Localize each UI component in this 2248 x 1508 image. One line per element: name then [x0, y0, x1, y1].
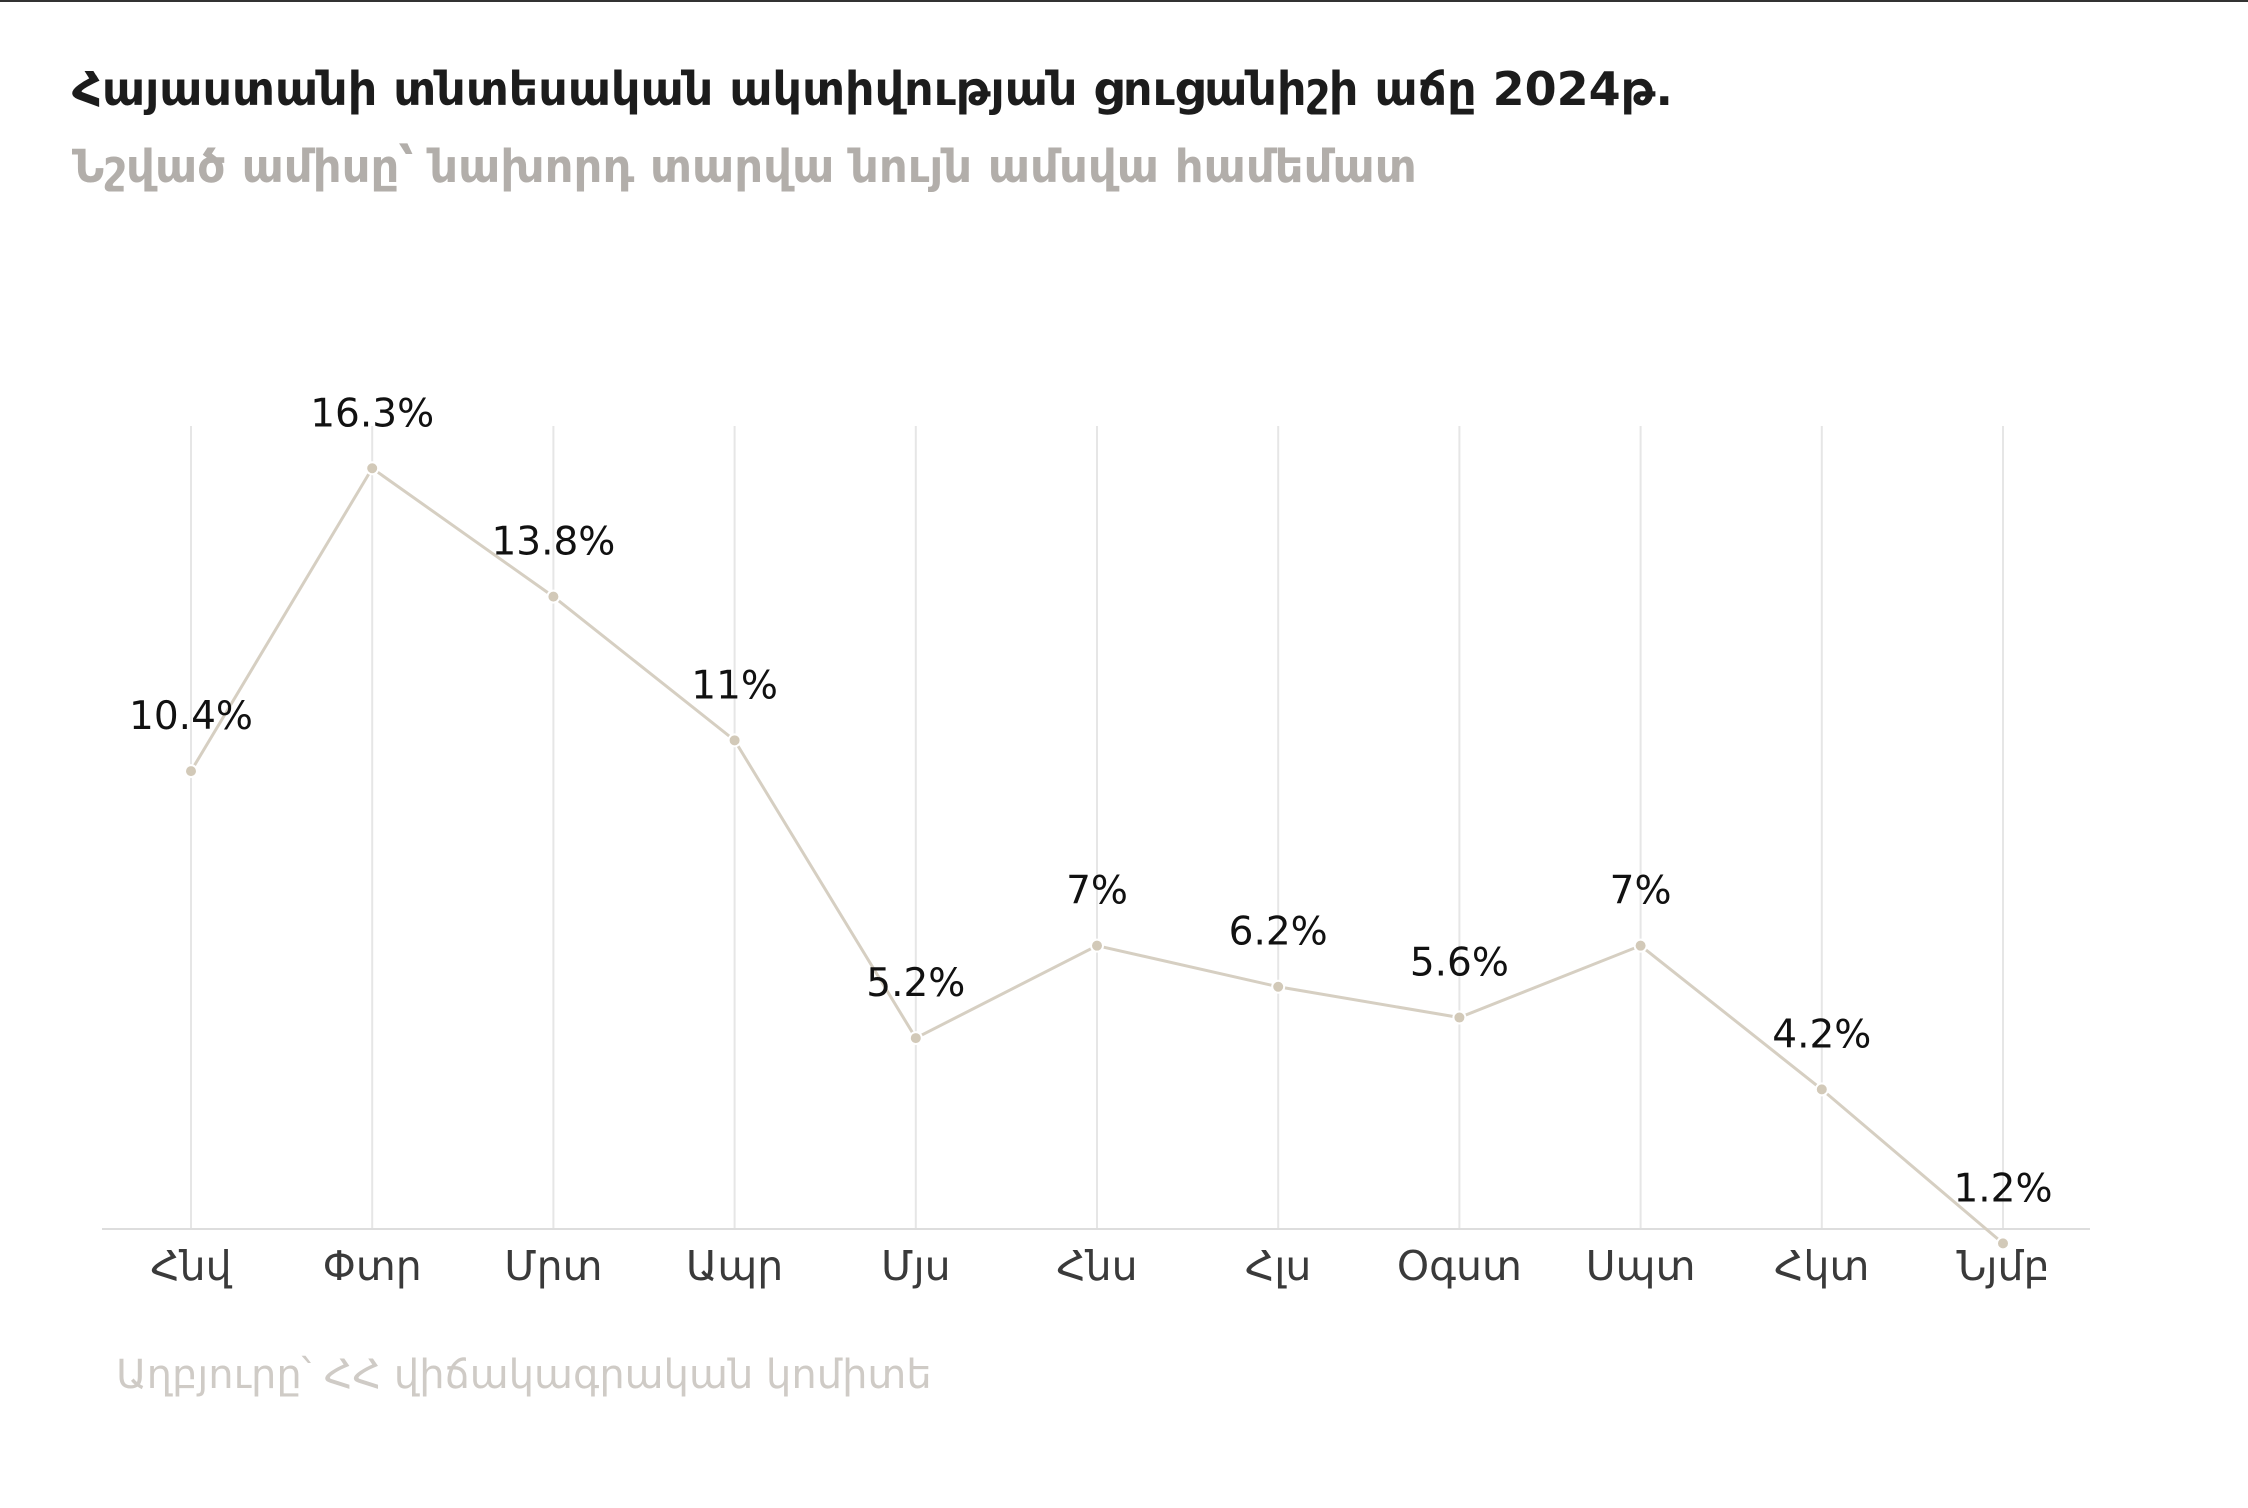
data-point	[908, 1031, 923, 1046]
data-point	[1090, 938, 1104, 953]
data-point	[1271, 979, 1286, 994]
chart-title: Հայաստանի տնտեսական ակտիվության ցուցանիշ…	[72, 62, 1673, 116]
x-tick-label: Մյս	[881, 1242, 951, 1290]
data-point	[1452, 1010, 1467, 1025]
grid-lines	[190, 426, 2004, 1229]
data-point	[1996, 1236, 2010, 1251]
data-label: 11%	[691, 663, 778, 708]
x-tick-label: Ապր	[686, 1242, 783, 1290]
top-rule	[0, 0, 2248, 2]
data-label: 7%	[1610, 869, 1672, 914]
data-point	[1633, 938, 1648, 953]
data-label: 5.6%	[1410, 941, 1509, 986]
x-tick-label: Նյմբ	[1957, 1242, 2050, 1290]
x-tick-label: Հնվ	[150, 1242, 232, 1290]
data-point	[546, 589, 561, 604]
x-tick-labels: Հնվ Փտր Մրտ Ապր Մյս Հնս Հլս Օգստ Սպտ Հկտ Նյմբ	[150, 1242, 2049, 1290]
x-tick-label: Օգստ	[1397, 1242, 1522, 1290]
data-point	[184, 764, 198, 779]
source-note: Աղբյուրը՝ ՀՀ վիճակագրական կոմիտե	[116, 1352, 932, 1398]
x-tick-label: Հկտ	[1774, 1242, 1869, 1290]
x-tick-label: Սպտ	[1586, 1242, 1696, 1290]
x-tick-label: Փտր	[323, 1242, 422, 1290]
data-label: 13.8%	[491, 520, 615, 565]
data-points	[184, 461, 2010, 1251]
x-tick-label: Հնս	[1056, 1242, 1137, 1290]
x-tick-label: Մրտ	[504, 1242, 602, 1290]
data-label: 7%	[1066, 869, 1128, 914]
data-label: 10.4%	[129, 694, 253, 739]
data-label: 1.2%	[1953, 1166, 2052, 1211]
data-labels: 10.4% 16.3% 13.8% 11% 5.2% 7% 6.2% 5.6% 7% 4.2% 1.…	[129, 391, 2053, 1211]
chart-subtitle: Նշված ամիսը՝ նախորդ տարվա նույն ամսվա հա…	[72, 140, 1417, 193]
data-label: 6.2%	[1229, 910, 1328, 955]
data-point	[365, 461, 380, 476]
data-label: 16.3%	[310, 391, 434, 436]
x-tick-label: Հլս	[1245, 1242, 1311, 1290]
data-point	[727, 733, 742, 748]
data-point	[1814, 1082, 1829, 1097]
data-label: 4.2%	[1772, 1012, 1871, 1057]
data-label: 5.2%	[866, 961, 965, 1006]
